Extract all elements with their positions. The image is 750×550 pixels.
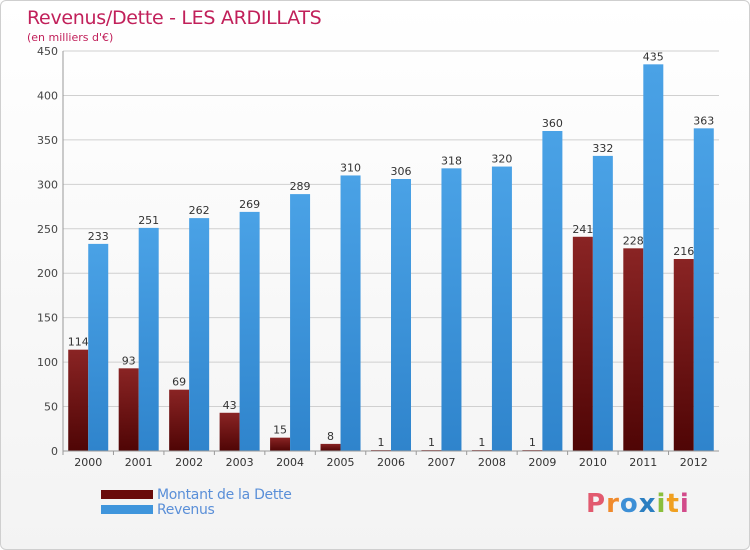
data-label-dette: 1	[428, 436, 435, 449]
bar-dette	[673, 259, 694, 451]
data-label-revenus: 360	[542, 117, 563, 130]
x-tick-label: 2006	[377, 456, 405, 469]
bar-revenus	[88, 243, 109, 451]
y-tick-label: 250	[37, 223, 58, 236]
bar-revenus	[391, 179, 411, 451]
bar-revenus	[491, 166, 512, 452]
y-tick-label: 450	[37, 45, 58, 58]
bar-dette	[169, 389, 190, 451]
data-label-dette: 114	[68, 336, 89, 349]
bar-revenus	[592, 155, 613, 451]
bar-revenus	[340, 175, 361, 451]
data-label-dette: 216	[673, 245, 694, 258]
bar-revenus	[239, 211, 260, 451]
y-tick-label: 400	[37, 89, 58, 102]
proxiti-logo: Proxiti	[586, 489, 690, 519]
data-label-revenus: 320	[491, 153, 512, 166]
data-label-dette: 228	[623, 234, 644, 247]
chart-subtitle: (en milliers d'€)	[27, 31, 114, 44]
x-tick-label: 2001	[125, 456, 153, 469]
x-tick-label: 2002	[175, 456, 203, 469]
data-label-dette: 241	[572, 223, 593, 236]
bar-revenus	[189, 218, 210, 451]
x-tick-label: 2000	[74, 456, 102, 469]
data-label-revenus: 310	[340, 161, 361, 174]
bar-revenus	[290, 194, 311, 451]
x-tick-label: 2007	[427, 456, 455, 469]
x-tick-label: 2004	[276, 456, 304, 469]
y-tick-label: 150	[37, 312, 58, 325]
bar-dette	[219, 412, 240, 451]
y-tick-label: 100	[37, 356, 58, 369]
data-label-revenus: 269	[239, 198, 260, 211]
x-tick-label: 2011	[629, 456, 657, 469]
bar-revenus	[643, 64, 664, 452]
bar-revenus	[693, 128, 714, 451]
bars: 114 233 93 251 69 262 43 269 15 289 8 310 1 306 1 318 1 3…	[68, 50, 714, 452]
data-label-dette: 43	[223, 399, 237, 412]
data-label-revenus: 306	[391, 165, 412, 178]
data-label-dette: 1	[378, 436, 385, 449]
data-label-revenus: 262	[189, 204, 210, 217]
legend-item-dette: Montant de la Dette	[101, 486, 292, 503]
data-label-revenus: 332	[592, 142, 613, 155]
x-tick-label: 2009	[528, 456, 556, 469]
y-tick-label: 50	[44, 401, 58, 414]
bar-dette	[623, 248, 644, 451]
data-label-dette: 1	[478, 436, 485, 449]
data-label-dette: 15	[273, 424, 287, 437]
x-tick-label: 2010	[579, 456, 607, 469]
bar-dette	[118, 368, 139, 451]
bar-dette	[320, 443, 341, 451]
y-tick-label: 0	[51, 445, 58, 458]
y-tick-label: 200	[37, 267, 58, 280]
bar-dette	[572, 236, 593, 451]
chart-title: Revenus/Dette - LES ARDILLATS	[27, 7, 322, 29]
axes: 0 50 100 150 200 250 300 350 400 450 2000 2001 2002 2…	[37, 45, 719, 469]
x-tick-label: 2003	[226, 456, 254, 469]
data-label-revenus: 363	[693, 114, 714, 127]
bar-dette	[270, 437, 291, 451]
y-tick-label: 350	[37, 134, 58, 147]
data-label-dette: 69	[172, 376, 186, 389]
x-tick-label: 2005	[327, 456, 355, 469]
bar-revenus	[441, 168, 462, 452]
x-tick-label: 2008	[478, 456, 506, 469]
legend-item-revenus: Revenus	[101, 501, 292, 518]
legend-label-dette: Montant de la Dette	[157, 486, 292, 503]
legend-label-revenus: Revenus	[157, 501, 215, 518]
legend-swatch-dette	[101, 490, 153, 499]
x-tick-label: 2012	[680, 456, 708, 469]
data-label-dette: 93	[122, 354, 136, 367]
data-label-revenus: 318	[441, 154, 462, 167]
data-label-revenus: 251	[138, 214, 159, 227]
data-label-revenus: 289	[290, 180, 311, 193]
y-tick-label: 300	[37, 178, 58, 191]
data-label-revenus: 435	[643, 50, 664, 63]
bar-revenus	[542, 131, 563, 451]
legend-swatch-revenus	[101, 505, 153, 514]
data-label-dette: 1	[529, 436, 536, 449]
data-label-revenus: 233	[88, 230, 109, 243]
data-label-dette: 8	[327, 430, 334, 443]
bar-dette	[68, 349, 89, 451]
legend: Montant de la Dette Revenus	[101, 486, 292, 518]
bar-revenus	[138, 227, 159, 451]
